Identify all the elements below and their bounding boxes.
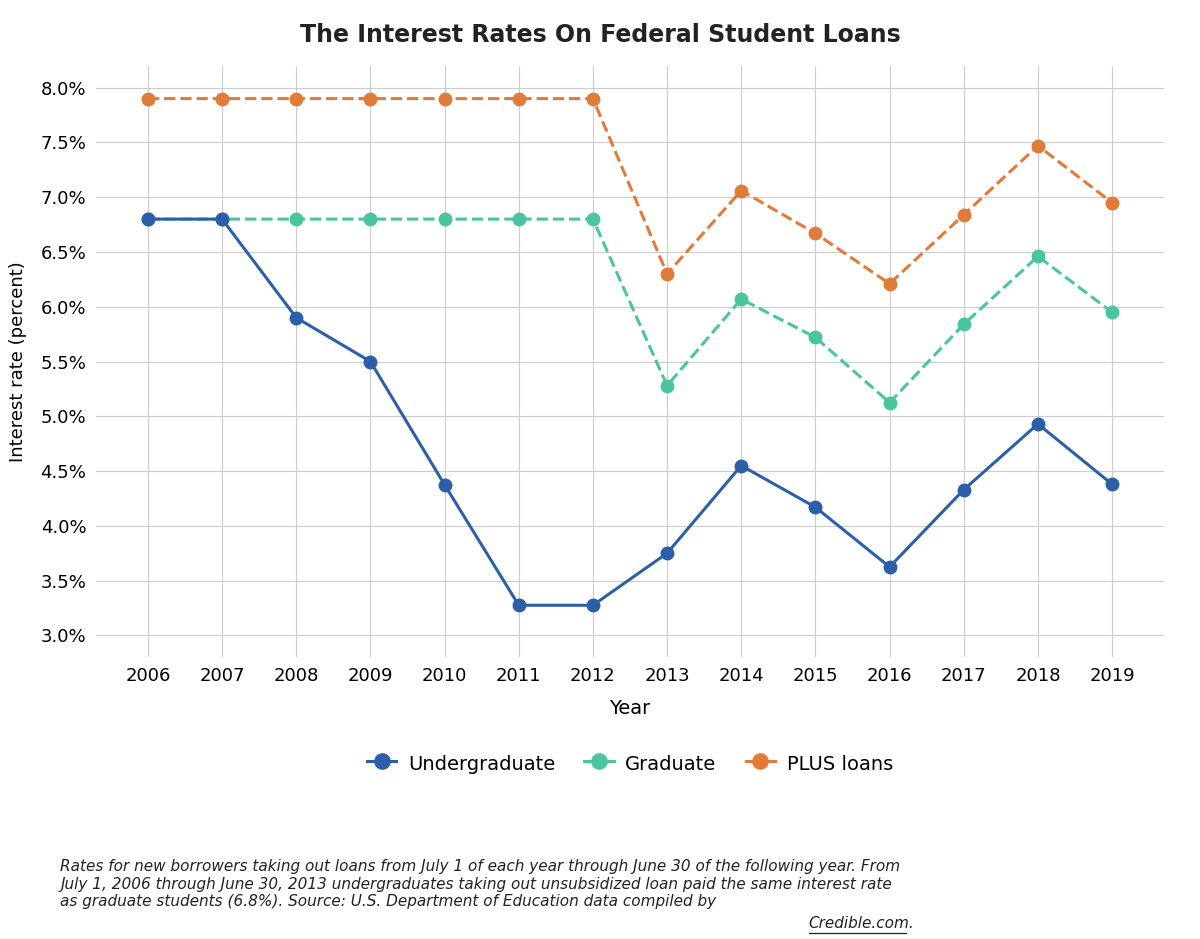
Text: Credible.com.: Credible.com.: [809, 916, 914, 931]
Legend: Undergraduate, Graduate, PLUS loans: Undergraduate, Graduate, PLUS loans: [360, 744, 900, 783]
Text: Rates for new borrowers taking out loans from July 1 of each year through June 3: Rates for new borrowers taking out loans…: [60, 859, 900, 909]
X-axis label: Year: Year: [610, 699, 650, 718]
Text: The Interest Rates On Federal Student Loans: The Interest Rates On Federal Student Lo…: [300, 23, 900, 48]
Y-axis label: Interest rate (percent): Interest rate (percent): [8, 261, 26, 462]
